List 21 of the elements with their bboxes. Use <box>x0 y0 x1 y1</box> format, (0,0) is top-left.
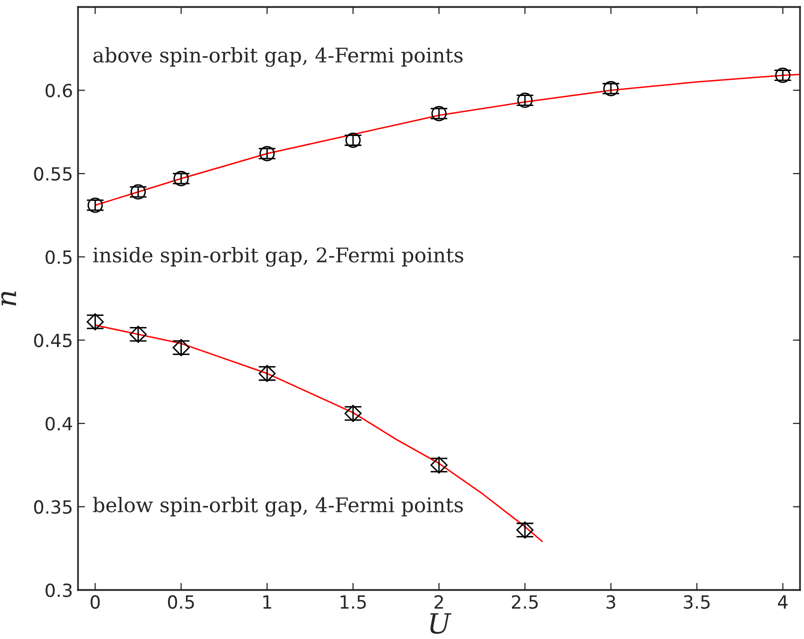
y-tick-label: 0.4 <box>46 416 72 431</box>
annotation: inside spin-orbit gap, 2-Fermi points <box>93 246 464 267</box>
x-tick-label: 0 <box>90 595 100 609</box>
x-tick-label: 2.5 <box>512 595 538 609</box>
annotation: above spin-orbit gap, 4-Fermi points <box>93 47 463 67</box>
annotation: below spin-orbit gap, 4-Fermi points <box>93 496 463 517</box>
y-axis-title: n <box>1 291 16 306</box>
x-axis-title: U <box>430 613 452 634</box>
y-tick-label: 0.5 <box>46 250 72 264</box>
y-tick-label: 0.6 <box>46 84 72 98</box>
y-tick-label: 0.55 <box>34 167 72 181</box>
x-tick-label: 1.5 <box>340 595 366 609</box>
y-tick-label: 0.3 <box>46 583 72 598</box>
x-tick-label: 1 <box>263 595 272 609</box>
x-tick-label: 0.5 <box>168 595 194 609</box>
y-tick-label: 0.35 <box>34 500 72 514</box>
x-tick-label: 2 <box>434 595 443 609</box>
y-tick-label: 0.45 <box>34 334 72 348</box>
x-tick-label: 3.5 <box>684 595 710 609</box>
x-tick-label: 4 <box>778 595 788 609</box>
x-tick-label: 3 <box>606 595 616 609</box>
